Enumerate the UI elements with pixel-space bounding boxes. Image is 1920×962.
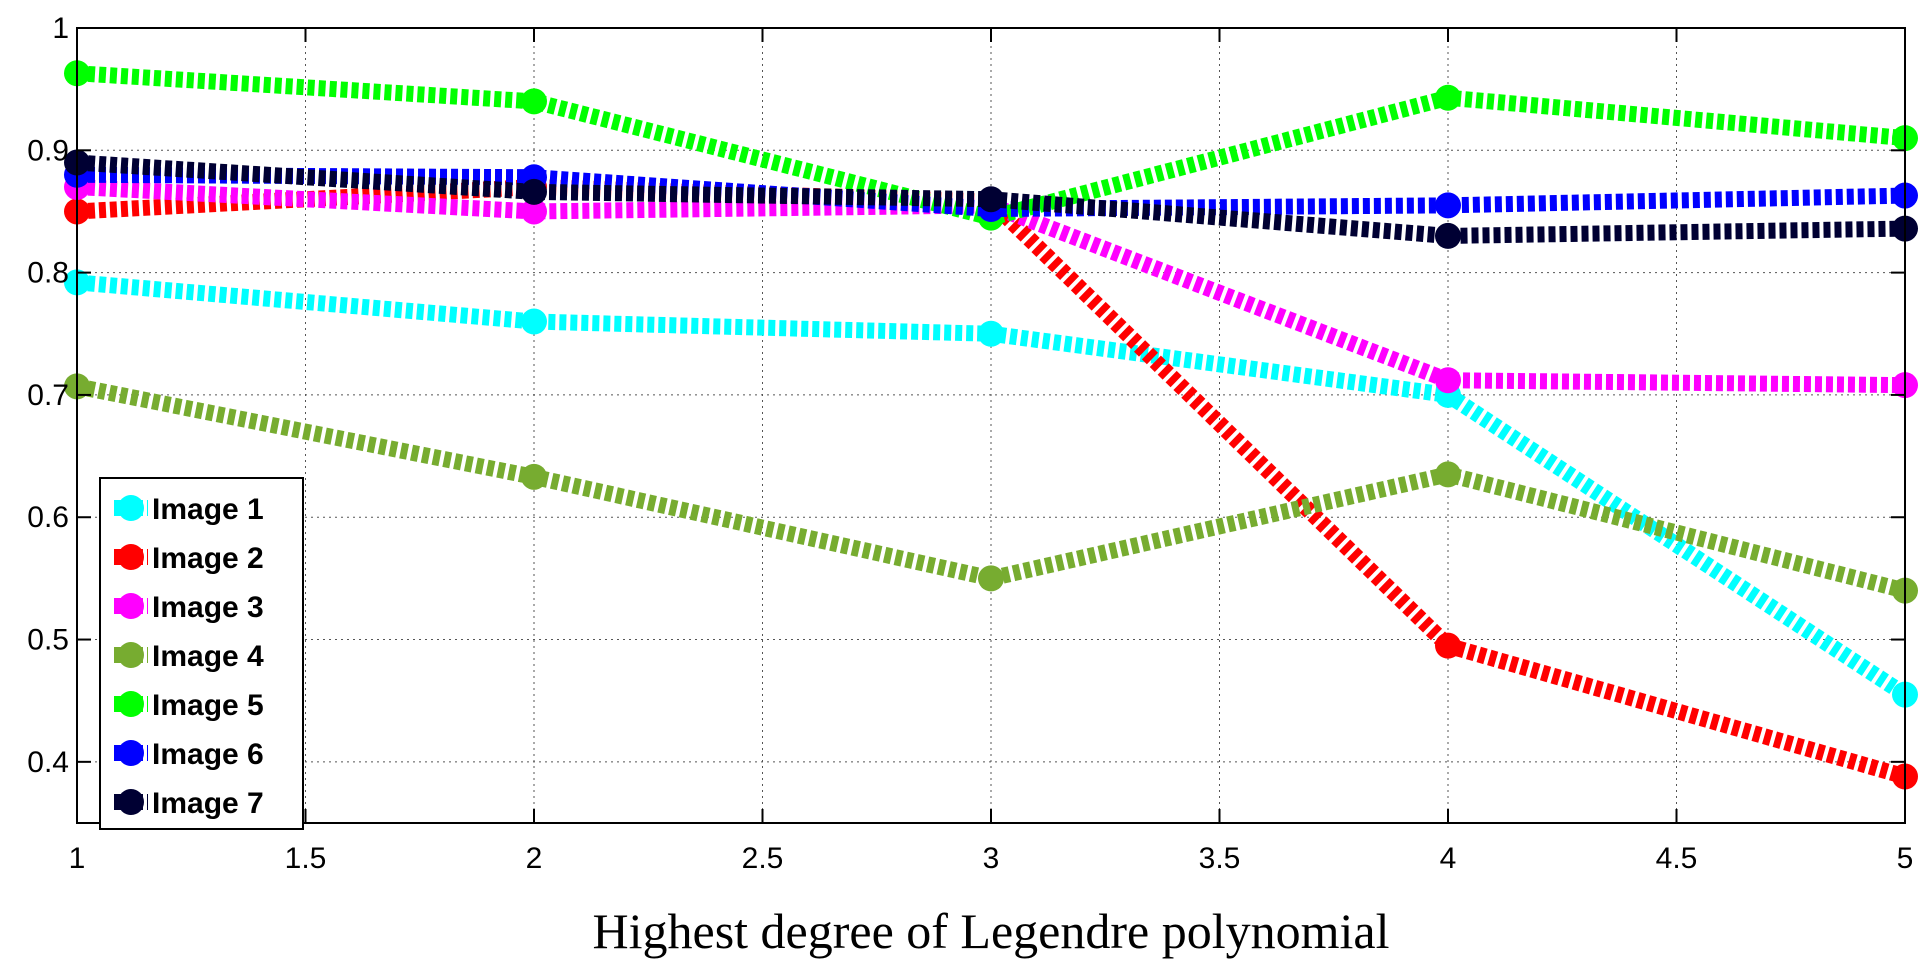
series-lines [64,60,1918,790]
legend-label: Image 6 [152,738,264,771]
legend-label: Image 2 [152,542,264,575]
legend-swatch-marker [118,691,144,717]
legend-label: Image 1 [152,493,264,526]
data-point [1435,632,1461,659]
legend-swatch-marker [118,740,144,766]
legend-item: Image 4 [114,640,264,673]
data-point [1435,84,1461,111]
data-point [1435,461,1461,488]
legend-label: Image 3 [152,591,264,624]
x-tick-label: 3.5 [1199,842,1241,875]
data-point [1435,367,1461,394]
data-point [521,88,547,115]
x-tick-label: 1.5 [285,842,327,875]
legend-item: Image 2 [114,542,264,575]
data-point [521,463,547,490]
x-axis-title: Highest degree of Legendre polynomial [593,903,1390,959]
data-point [521,308,547,335]
series-4 [64,373,1918,604]
x-tick-label: 3 [983,842,1000,875]
legend-label: Image 5 [152,689,264,722]
y-tick-label: 0.4 [27,746,69,779]
y-tick-label: 0.6 [27,501,69,534]
series-line [75,378,1907,599]
y-tick-label: 0.5 [27,624,69,657]
data-point [1435,222,1461,249]
legend-label: Image 4 [152,640,264,673]
y-tick-label: 0.8 [27,257,69,290]
x-tick-label: 4.5 [1656,842,1698,875]
data-point [521,198,547,225]
legend-swatch-marker [118,642,144,668]
data-point [978,320,1004,347]
y-tick-label: 0.9 [27,134,69,167]
axis-ticks: 1 1.5 2 2.5 3 3.5 4 4.5 5 0.4 0.5 0.6 0.7 0.8 0.9 1 [27,12,1913,875]
legend-swatch-marker [118,544,144,570]
legend-item: Image 7 [114,787,264,820]
legend-item: Image 5 [114,689,264,722]
x-tick-label: 4 [1440,842,1457,875]
legend: Image 1 Image 2 Image 3 Image 4 Image 5 Image… [99,477,304,830]
data-point [1435,192,1461,219]
y-tick-label: 0.7 [27,379,69,412]
y-tick-label: 1 [52,12,69,45]
x-tick-label: 2.5 [742,842,784,875]
legend-item: Image 6 [114,738,264,771]
legend-item: Image 1 [114,493,264,526]
data-point [978,565,1004,592]
legend-label: Image 7 [152,787,264,820]
x-tick-label: 2 [526,842,543,875]
legend-swatch-marker [118,593,144,619]
data-point [978,186,1004,213]
x-tick-label: 5 [1897,842,1914,875]
data-point [521,178,547,205]
x-tick-label: 1 [69,842,86,875]
legend-item: Image 3 [114,591,264,624]
legend-swatch-marker [118,495,144,521]
legend-swatch-marker [118,789,144,815]
